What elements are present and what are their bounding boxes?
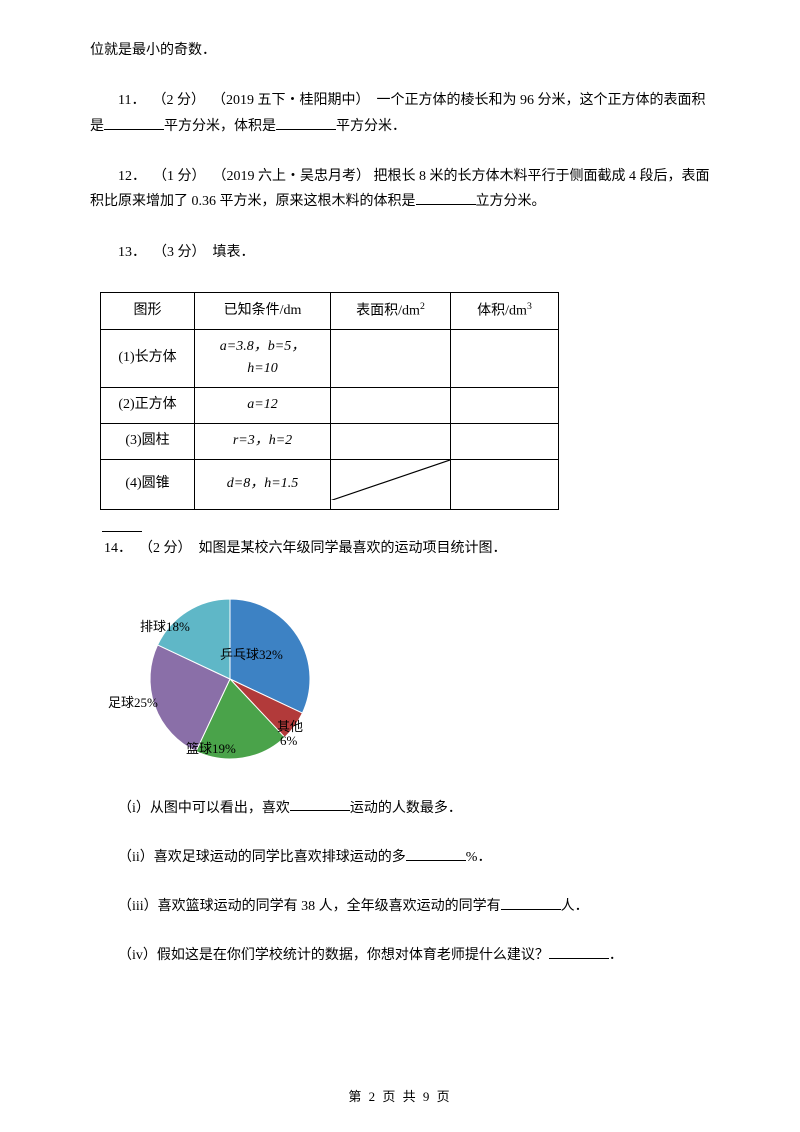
cell-shape: (2)正方体 bbox=[101, 387, 195, 423]
table-wrap: 图形 已知条件/dm 表面积/dm2 体积/dm3 (1)长方体 a=3.8，b… bbox=[100, 292, 710, 532]
cell-vol bbox=[451, 329, 559, 387]
cell-area bbox=[331, 387, 451, 423]
cell-shape: (4)圆锥 bbox=[101, 459, 195, 509]
cell-vol bbox=[451, 423, 559, 459]
th-vol: 体积/dm3 bbox=[451, 292, 559, 329]
th-cond: 已知条件/dm bbox=[195, 292, 331, 329]
q-pts: （2 分） bbox=[139, 541, 192, 556]
table-row: (4)圆锥 d=8，h=1.5 bbox=[101, 459, 559, 509]
cell-cond: d=8，h=1.5 bbox=[195, 459, 331, 509]
cell-cond: r=3，h=2 bbox=[195, 423, 331, 459]
cell-shape: (3)圆柱 bbox=[101, 423, 195, 459]
q-src: （2019 五下・桂阳期中） bbox=[212, 93, 370, 108]
pie-slice-label: 乒乓球32% bbox=[220, 645, 283, 666]
pie-slice-label: 6% bbox=[280, 731, 297, 752]
cell-vol bbox=[451, 387, 559, 423]
q-num: 13． bbox=[118, 245, 146, 260]
table-row: (1)长方体 a=3.8，b=5， h=10 bbox=[101, 329, 559, 387]
cell-area-diag bbox=[331, 459, 451, 509]
short-rule bbox=[102, 531, 142, 532]
blank bbox=[549, 942, 609, 959]
q-text: 平方分米，体积是 bbox=[164, 119, 276, 134]
cell-shape: (1)长方体 bbox=[101, 329, 195, 387]
q-text: 立方分米。 bbox=[476, 194, 546, 209]
q-text: 平方分米． bbox=[336, 119, 406, 134]
q-num: 12． bbox=[118, 169, 146, 184]
pie-chart: 乒乓球32%其他篮球19%足球25%排球18%6% bbox=[100, 589, 330, 769]
q13: 13． （3 分） 填表． bbox=[90, 242, 710, 264]
line-top: 位就是最小的奇数． bbox=[90, 40, 710, 62]
q-pts: （1 分） bbox=[153, 169, 206, 184]
q-num: 11． bbox=[118, 93, 145, 108]
pie-slice-label: 篮球19% bbox=[186, 739, 236, 760]
q-src: （2019 六上・吴忠月考） bbox=[213, 169, 371, 184]
q14: 14． （2 分） 如图是某校六年级同学最喜欢的运动项目统计图． bbox=[90, 538, 710, 560]
q-text: 填表． bbox=[213, 245, 255, 260]
sub-iv: （iv）假如这是在你们学校统计的数据，你想对体育老师提什么建议？． bbox=[90, 942, 710, 967]
cell-vol bbox=[451, 459, 559, 509]
cell-cond: a=3.8，b=5， h=10 bbox=[195, 329, 331, 387]
blank bbox=[290, 795, 350, 812]
blank bbox=[501, 893, 561, 910]
blank bbox=[406, 844, 466, 861]
sub-iii: （iii）喜欢篮球运动的同学有 38 人，全年级喜欢运动的同学有人． bbox=[90, 893, 710, 918]
th-shape: 图形 bbox=[101, 292, 195, 329]
cell-area bbox=[331, 329, 451, 387]
table-row: (3)圆柱 r=3，h=2 bbox=[101, 423, 559, 459]
pie-slice-label: 排球18% bbox=[140, 617, 190, 638]
blank bbox=[416, 188, 476, 205]
q-num: 14． bbox=[104, 541, 132, 556]
blank bbox=[276, 113, 336, 130]
geometry-table: 图形 已知条件/dm 表面积/dm2 体积/dm3 (1)长方体 a=3.8，b… bbox=[100, 292, 559, 510]
q11: 11． （2 分） （2019 五下・桂阳期中） 一个正方体的棱长和为 96 分… bbox=[90, 90, 710, 138]
q-pts: （3 分） bbox=[153, 245, 206, 260]
cell-cond: a=12 bbox=[195, 387, 331, 423]
blank bbox=[104, 113, 164, 130]
cell-area bbox=[331, 423, 451, 459]
table-row: (2)正方体 a=12 bbox=[101, 387, 559, 423]
sub-i: （i）从图中可以看出，喜欢运动的人数最多． bbox=[90, 795, 710, 820]
page-footer: 第 2 页 共 9 页 bbox=[0, 1087, 800, 1108]
table-row-header: 图形 已知条件/dm 表面积/dm2 体积/dm3 bbox=[101, 292, 559, 329]
q-text: 如图是某校六年级同学最喜欢的运动项目统计图． bbox=[199, 541, 507, 556]
q12: 12． （1 分） （2019 六上・吴忠月考） 把根长 8 米的长方体木料平行… bbox=[90, 166, 710, 214]
sub-ii: （ii）喜欢足球运动的同学比喜欢排球运动的多%． bbox=[90, 844, 710, 869]
pie-slice-label: 足球25% bbox=[108, 693, 158, 714]
q-pts: （2 分） bbox=[152, 93, 205, 108]
th-area: 表面积/dm2 bbox=[331, 292, 451, 329]
